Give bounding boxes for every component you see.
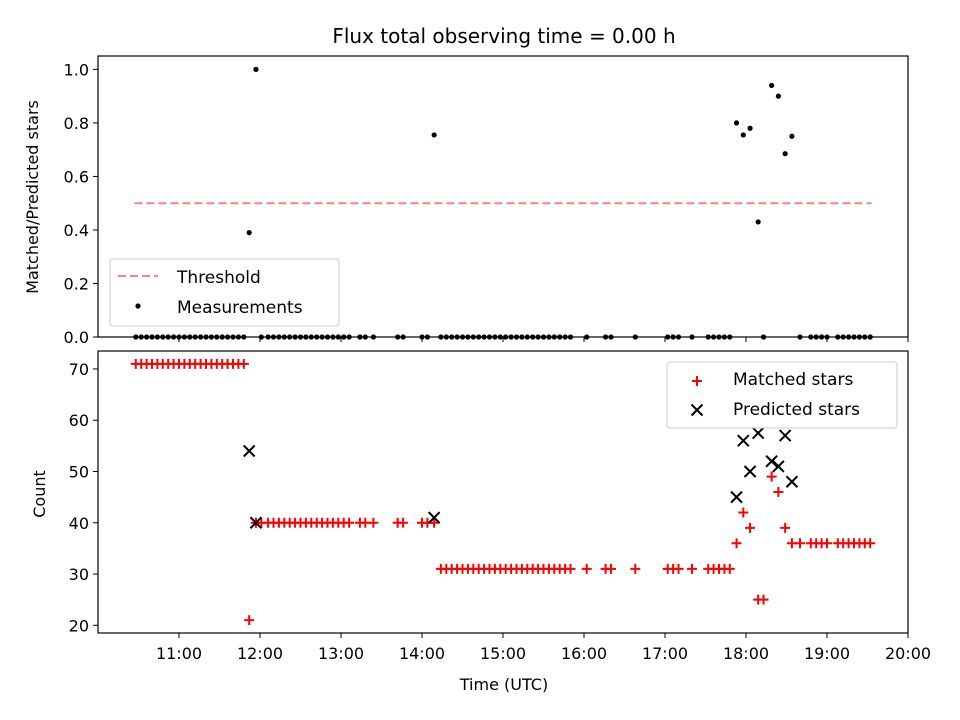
legend-measurement-label: Measurements bbox=[177, 298, 303, 318]
legend-predicted-label: Predicted stars bbox=[733, 400, 860, 420]
matched-star-point bbox=[795, 538, 805, 549]
measurement-point bbox=[769, 82, 775, 89]
predicted-star-point bbox=[242, 444, 256, 458]
predicted-star-point bbox=[785, 475, 799, 488]
count-y-axis: 20 30 40 50 60 70 bbox=[69, 360, 98, 635]
x-tick-label: 14:00 bbox=[399, 644, 445, 663]
ratio-y-axis: 0.0 0.2 0.4 0.6 0.8 1.0 bbox=[64, 60, 909, 347]
measurement-point bbox=[246, 230, 252, 236]
y-tick-label: 1.0 bbox=[64, 60, 89, 79]
x-tick-label: 18:00 bbox=[723, 644, 769, 663]
legend-matched-label: Matched stars bbox=[733, 370, 853, 390]
y-tick-label: 30 bbox=[69, 565, 89, 584]
matched-star-point bbox=[673, 563, 684, 574]
y-tick-label: 0.8 bbox=[64, 114, 89, 133]
measurement-point bbox=[431, 132, 437, 138]
legend-measurement-swatch bbox=[135, 303, 141, 309]
ratio-y-axis-label: Matched/Predicted stars bbox=[23, 100, 42, 294]
predicted-star-point bbox=[249, 516, 263, 529]
matched-star-point bbox=[780, 522, 791, 533]
matched-star-point bbox=[687, 563, 697, 574]
x-tick-label: 15:00 bbox=[480, 644, 526, 663]
x-tick-label: 11:00 bbox=[156, 644, 202, 663]
matched-star-point bbox=[745, 522, 756, 533]
count-plot-frame bbox=[97, 350, 909, 634]
count-plot-area bbox=[130, 358, 876, 626]
legend-threshold-label: Threshold bbox=[176, 268, 261, 288]
matched-star-point bbox=[244, 615, 255, 626]
predicted-star-point bbox=[751, 426, 765, 440]
matched-star-point bbox=[630, 563, 641, 574]
legend-matched-swatch bbox=[692, 376, 702, 386]
ratio-plot-frame bbox=[97, 55, 909, 338]
matched-star-point bbox=[724, 563, 735, 574]
time-x-axis-label: Time (UTC) bbox=[459, 675, 548, 694]
ratio-panel: Flux total observing time = 0.00 h 0.00.… bbox=[23, 24, 909, 347]
measurement-point bbox=[747, 125, 753, 131]
predicted-star-point bbox=[778, 429, 792, 442]
measurement-point bbox=[789, 133, 795, 139]
y-tick-label: 0.6 bbox=[64, 167, 89, 186]
matched-star-point bbox=[344, 517, 355, 528]
matched-star-point bbox=[822, 538, 832, 549]
x-tick-label: 20:00 bbox=[885, 644, 931, 663]
legend-predicted-swatch bbox=[690, 403, 704, 417]
measurement-point bbox=[253, 66, 259, 72]
matched-star-point bbox=[368, 517, 379, 528]
matched-star-point bbox=[581, 563, 592, 574]
predicted-star-point bbox=[765, 455, 778, 468]
matched-star-point bbox=[758, 594, 769, 605]
predicted-star-point bbox=[743, 465, 757, 478]
x-tick-label: 13:00 bbox=[318, 644, 364, 663]
x-tick-label: 17:00 bbox=[642, 644, 688, 663]
time-x-axis: 11:00 12:00 13:00 14:00 15:00 16:00 17:00 18:00… bbox=[156, 633, 931, 663]
count-y-axis-label: Count bbox=[30, 470, 49, 518]
count-legend: Matched stars Predicted stars bbox=[666, 361, 898, 429]
matched-star-point bbox=[238, 358, 249, 369]
measurement-point bbox=[740, 132, 746, 138]
ratio-legend: Threshold Measurements bbox=[109, 258, 340, 327]
y-tick-label: 0.4 bbox=[64, 221, 89, 240]
chart-title: Flux total observing time = 0.00 h bbox=[332, 24, 675, 48]
measurement-point bbox=[782, 151, 788, 157]
measurement-point bbox=[775, 93, 782, 99]
matched-star-point bbox=[865, 538, 876, 549]
x-tick-label: 16:00 bbox=[561, 644, 607, 663]
predicted-star-point bbox=[730, 490, 743, 504]
matched-star-point bbox=[731, 538, 742, 549]
y-tick-label: 60 bbox=[69, 411, 89, 430]
matched-star-point bbox=[738, 507, 749, 518]
matched-star-point bbox=[429, 517, 440, 528]
ratio-plot-area bbox=[133, 66, 873, 340]
measurement-point bbox=[755, 219, 761, 225]
predicted-star-point bbox=[772, 460, 785, 473]
y-tick-label: 0.2 bbox=[64, 274, 89, 293]
matched-star-point bbox=[766, 471, 777, 482]
y-tick-label: 50 bbox=[69, 462, 89, 481]
matched-star-point bbox=[565, 563, 576, 574]
x-tick-label: 12:00 bbox=[237, 644, 283, 663]
matched-star-point bbox=[606, 563, 616, 574]
x-tick-label: 19:00 bbox=[804, 644, 850, 663]
y-tick-label: 70 bbox=[69, 360, 89, 379]
y-tick-label: 40 bbox=[69, 514, 89, 533]
measurement-point bbox=[733, 120, 740, 126]
matched-star-point bbox=[773, 487, 784, 497]
legend-box bbox=[666, 361, 898, 429]
y-tick-label: 0.0 bbox=[64, 328, 89, 347]
legend-box bbox=[109, 258, 340, 327]
y-tick-label: 20 bbox=[69, 616, 89, 635]
predicted-star-point bbox=[737, 434, 750, 447]
matched-star-point bbox=[398, 517, 409, 528]
predicted-star-point bbox=[427, 511, 441, 524]
count-panel: 20 30 40 50 60 70 11:00 12:00 13:00 14:00 15:00 16… bbox=[30, 350, 931, 694]
